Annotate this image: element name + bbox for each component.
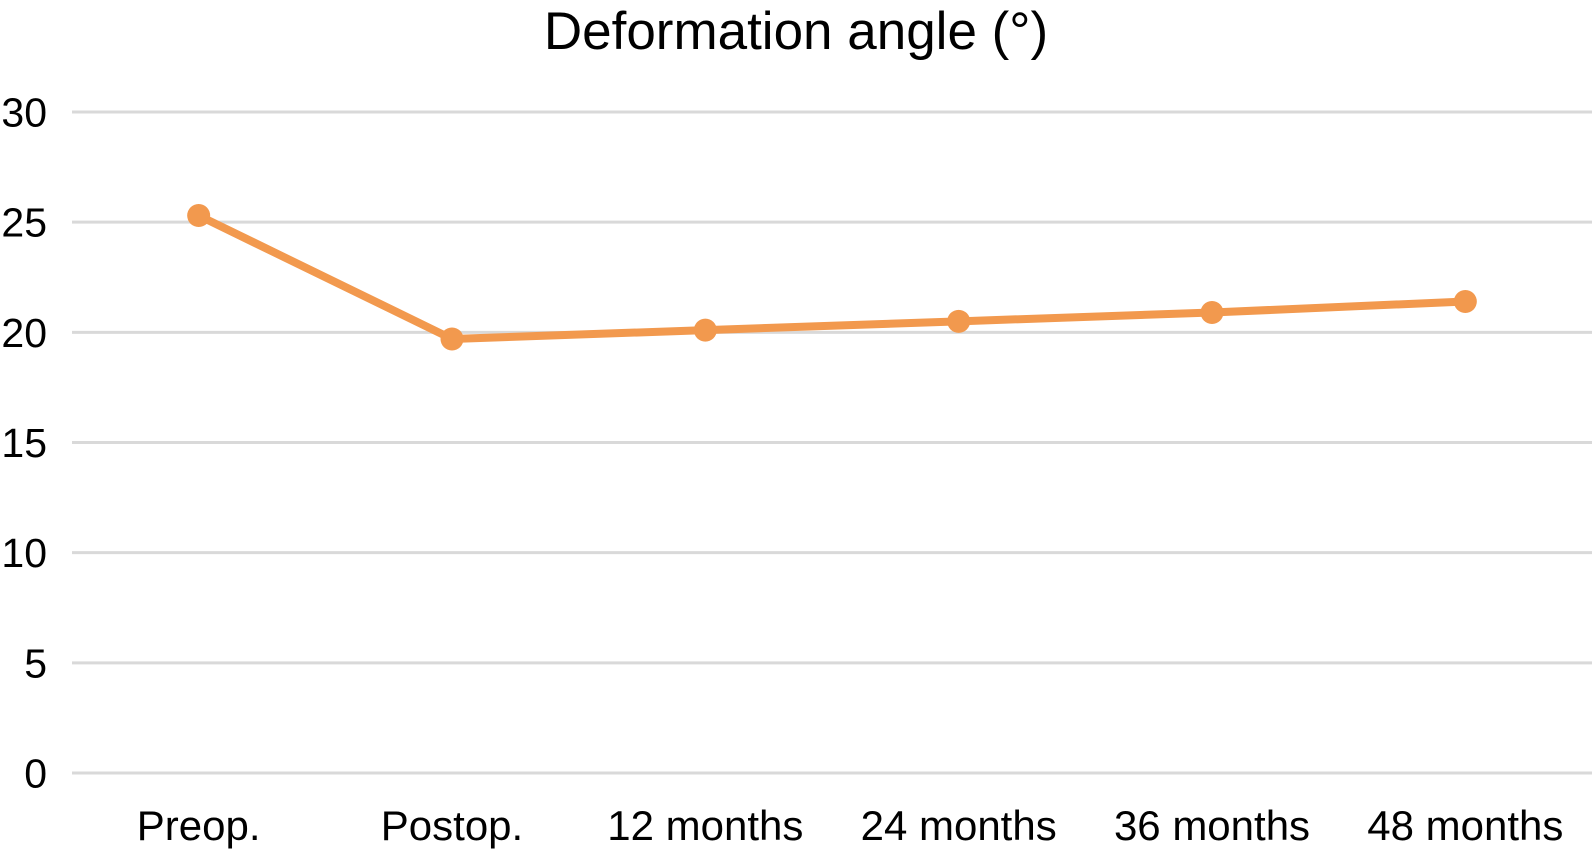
y-tick-label: 0	[24, 751, 47, 797]
y-tick-label: 30	[1, 90, 47, 136]
y-tick-label: 10	[1, 530, 47, 576]
y-tick-label: 5	[24, 640, 47, 686]
x-axis-label: Postop.	[381, 802, 523, 849]
data-point-marker	[1453, 289, 1477, 313]
x-axis-label: 36 months	[1114, 802, 1310, 849]
x-axis-label: 12 months	[607, 802, 803, 849]
y-tick-label: 25	[1, 200, 47, 246]
y-tick-label: 15	[1, 420, 47, 466]
data-point-marker	[187, 204, 211, 228]
x-axis-label: 24 months	[861, 802, 1057, 849]
chart-title: Deformation angle (°)	[543, 2, 1049, 61]
x-axis-label: Preop.	[137, 802, 261, 849]
data-point-marker	[440, 327, 464, 351]
data-point-marker	[1200, 301, 1224, 325]
data-point-marker	[947, 309, 971, 333]
x-axis-label: 48 months	[1367, 802, 1563, 849]
data-point-marker	[693, 318, 717, 342]
y-tick-label: 20	[1, 310, 47, 356]
data-line	[194, 211, 1470, 343]
